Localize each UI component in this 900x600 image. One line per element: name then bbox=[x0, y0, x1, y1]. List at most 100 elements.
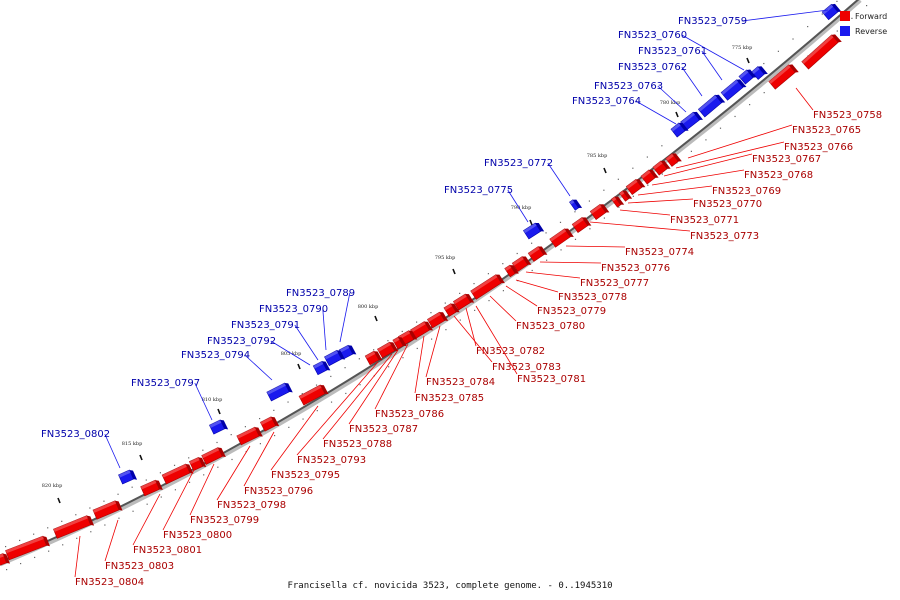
reverse-gene-label[interactable]: FN3523_0802 bbox=[41, 429, 110, 440]
forward-gene-label[interactable]: FN3523_0804 bbox=[75, 577, 144, 588]
forward-gene-label[interactable]: FN3523_0788 bbox=[323, 439, 392, 450]
reverse-gene-label[interactable]: FN3523_0791 bbox=[231, 320, 300, 331]
forward-gene-label[interactable]: FN3523_0784 bbox=[426, 377, 495, 388]
forward-gene-arrow[interactable] bbox=[364, 350, 383, 367]
forward-gene-label[interactable]: FN3523_0778 bbox=[558, 292, 627, 303]
reverse-gene-label[interactable]: FN3523_0772 bbox=[484, 158, 553, 169]
tick-inner bbox=[388, 366, 390, 368]
forward-gene-label[interactable]: FN3523_0777 bbox=[580, 278, 649, 289]
forward-gene-arrow[interactable] bbox=[801, 33, 842, 71]
forward-gene-arrow[interactable] bbox=[618, 189, 633, 203]
reverse-gene-arrow[interactable] bbox=[821, 2, 842, 21]
forward-gene-arrow[interactable] bbox=[298, 384, 329, 407]
forward-gene-label[interactable]: FN3523_0758 bbox=[813, 110, 882, 121]
reverse-gene-arrow[interactable] bbox=[670, 121, 689, 138]
reverse-gene-arrow[interactable] bbox=[266, 382, 293, 403]
forward-gene-label[interactable]: FN3523_0766 bbox=[784, 142, 853, 153]
reverse-gene-label[interactable]: FN3523_0762 bbox=[618, 62, 687, 73]
forward-gene-label[interactable]: FN3523_0774 bbox=[625, 247, 694, 258]
reverse-gene-arrow[interactable] bbox=[680, 110, 703, 131]
reverse-gene-label[interactable]: FN3523_0760 bbox=[618, 30, 687, 41]
forward-gene-label[interactable]: FN3523_0781 bbox=[517, 374, 586, 385]
reverse-gene-label[interactable]: FN3523_0789 bbox=[286, 288, 355, 299]
forward-gene-arrow[interactable] bbox=[392, 336, 407, 351]
forward-gene-arrow[interactable] bbox=[589, 203, 610, 222]
reverse-gene-label[interactable]: FN3523_0763 bbox=[594, 81, 663, 92]
reverse-gene-label[interactable]: FN3523_0761 bbox=[638, 46, 707, 57]
kbp-label: 780 kbp bbox=[660, 100, 681, 106]
forward-gene-label[interactable]: FN3523_0768 bbox=[744, 170, 813, 181]
reverse-gene-label[interactable]: FN3523_0797 bbox=[131, 378, 200, 389]
forward-gene-label[interactable]: FN3523_0782 bbox=[476, 346, 545, 357]
forward-gene-arrow[interactable] bbox=[571, 216, 592, 234]
reverse-gene-arrow[interactable] bbox=[697, 93, 726, 118]
forward-gene-label[interactable]: FN3523_0801 bbox=[133, 545, 202, 556]
forward-gene-arrow[interactable] bbox=[511, 255, 532, 273]
forward-gene-arrow[interactable] bbox=[0, 552, 10, 568]
forward-gene-arrow[interactable] bbox=[640, 168, 659, 185]
reverse-gene-arrow[interactable] bbox=[720, 78, 747, 102]
forward-gene-arrow[interactable] bbox=[470, 273, 505, 301]
forward-gene-label[interactable]: FN3523_0767 bbox=[752, 154, 821, 165]
forward-gene-label[interactable]: FN3523_0773 bbox=[690, 231, 759, 242]
forward-gene-arrow[interactable] bbox=[652, 159, 671, 176]
forward-gene-arrow[interactable] bbox=[259, 415, 280, 433]
tick-outer bbox=[216, 441, 218, 444]
reverse-gene-arrow[interactable] bbox=[118, 469, 138, 486]
forward-gene-label[interactable]: FN3523_0795 bbox=[271, 470, 340, 481]
forward-gene-label[interactable]: FN3523_0765 bbox=[792, 125, 861, 136]
forward-gene-arrow[interactable] bbox=[140, 479, 163, 498]
forward-gene-arrow[interactable] bbox=[161, 463, 194, 486]
forward-gene-label[interactable]: FN3523_0800 bbox=[163, 530, 232, 541]
leader-line bbox=[74, 535, 81, 578]
forward-gene-label[interactable]: FN3523_0783 bbox=[492, 362, 561, 373]
forward-gene-arrow[interactable] bbox=[665, 152, 682, 168]
forward-gene-arrow[interactable] bbox=[768, 63, 799, 91]
forward-gene-label[interactable]: FN3523_0776 bbox=[601, 263, 670, 274]
reverse-gene-arrow[interactable] bbox=[324, 349, 346, 368]
forward-gene-label[interactable]: FN3523_0786 bbox=[375, 409, 444, 420]
forward-gene-label[interactable]: FN3523_0780 bbox=[516, 321, 585, 332]
reverse-gene-arrow[interactable] bbox=[209, 419, 229, 436]
forward-gene-label[interactable]: FN3523_0803 bbox=[105, 561, 174, 572]
forward-gene-arrow[interactable] bbox=[610, 195, 625, 209]
reverse-gene-label[interactable]: FN3523_0759 bbox=[678, 16, 747, 27]
tick-inner bbox=[132, 510, 134, 512]
forward-gene-arrow[interactable] bbox=[53, 514, 95, 540]
forward-gene-label[interactable]: FN3523_0771 bbox=[670, 215, 739, 226]
reverse-gene-arrow[interactable] bbox=[522, 221, 545, 240]
reverse-gene-label[interactable]: FN3523_0790 bbox=[259, 304, 328, 315]
forward-gene-arrow[interactable] bbox=[201, 446, 226, 466]
forward-gene-label[interactable]: FN3523_0787 bbox=[349, 424, 418, 435]
forward-gene-arrow[interactable] bbox=[453, 292, 475, 311]
reverse-gene-arrow[interactable] bbox=[751, 65, 768, 81]
forward-gene-arrow[interactable] bbox=[236, 426, 263, 447]
forward-gene-arrow[interactable] bbox=[427, 311, 449, 330]
kbp-major-tick bbox=[603, 167, 607, 174]
forward-gene-label[interactable]: FN3523_0785 bbox=[415, 393, 484, 404]
forward-gene-arrow[interactable] bbox=[188, 456, 207, 472]
forward-gene-arrow[interactable] bbox=[377, 341, 399, 360]
reverse-gene-arrow[interactable] bbox=[738, 68, 757, 86]
tick-inner bbox=[431, 338, 433, 340]
forward-gene-label[interactable]: FN3523_0799 bbox=[190, 515, 259, 526]
forward-gene-arrow[interactable] bbox=[527, 245, 548, 263]
forward-gene-arrow[interactable] bbox=[625, 178, 646, 197]
forward-gene-label[interactable]: FN3523_0769 bbox=[712, 186, 781, 197]
reverse-gene-label[interactable]: FN3523_0764 bbox=[572, 96, 641, 107]
forward-gene-label[interactable]: FN3523_0796 bbox=[244, 486, 313, 497]
reverse-gene-label[interactable]: FN3523_0792 bbox=[207, 336, 276, 347]
forward-gene-label[interactable]: FN3523_0779 bbox=[537, 306, 606, 317]
forward-gene-label[interactable]: FN3523_0770 bbox=[693, 199, 762, 210]
reverse-gene-arrow[interactable] bbox=[312, 360, 331, 377]
reverse-gene-arrow[interactable] bbox=[569, 198, 583, 212]
reverse-gene-label[interactable]: FN3523_0794 bbox=[181, 350, 250, 361]
forward-gene-label[interactable]: FN3523_0798 bbox=[217, 500, 286, 511]
forward-gene-arrow[interactable] bbox=[443, 302, 460, 318]
forward-gene-arrow[interactable] bbox=[5, 535, 50, 562]
forward-gene-label[interactable]: FN3523_0793 bbox=[297, 455, 366, 466]
forward-gene-arrow[interactable] bbox=[504, 264, 519, 279]
forward-gene-arrow[interactable] bbox=[549, 227, 574, 249]
forward-gene-arrow[interactable] bbox=[92, 500, 123, 522]
reverse-gene-label[interactable]: FN3523_0775 bbox=[444, 185, 513, 196]
